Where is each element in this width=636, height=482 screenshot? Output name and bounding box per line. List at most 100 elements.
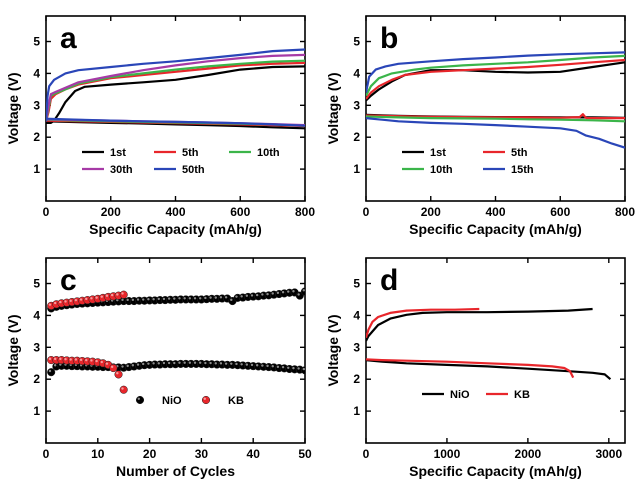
data-point-highlight [131,364,135,367]
data-point-highlight [209,361,212,365]
y-axis-title: Voltage (V) [325,314,341,386]
data-point-highlight [287,366,290,369]
series-line-nio-charge [366,307,593,342]
data-point-highlight [214,296,217,299]
data-point-kb-discharge [119,385,128,394]
data-point-highlight [95,359,98,363]
data-point-marker [119,385,128,394]
data-point-highlight [64,357,67,361]
data-point-marker [109,363,118,373]
data-point-highlight [110,293,114,297]
series-line-50th-discharge [46,117,305,127]
data-point-highlight [188,361,192,364]
data-point-highlight [188,297,192,300]
x-axis-title: Specific Capacity (mAh/g) [89,221,262,237]
x-tick-label: 600 [230,205,250,219]
data-point-highlight [162,361,166,365]
data-point-highlight [121,387,124,390]
legend-marker-highlight [137,397,140,400]
legend-label: KB [514,389,530,401]
data-point-highlight [302,367,305,371]
panel-letter: c [60,264,77,297]
data-point-highlight [250,363,254,367]
plot-frame [365,257,626,444]
x-tick-label: 200 [421,205,441,219]
panel-letter: d [380,264,398,297]
data-point-highlight [255,364,259,367]
data-point-highlight [95,296,98,299]
panel-b: 1 2 3 4 5 0 200 400 600 800 Specific Capacity (mAh… [325,15,635,237]
data-point-highlight [74,358,78,361]
y-tick-label: 4 [33,308,40,322]
data-point-highlight [250,294,254,297]
data-point-highlight [297,293,300,296]
plot-area [366,307,612,381]
x-tick-label: 0 [43,205,50,219]
x-tick-label: 0 [43,447,50,461]
data-point-highlight [199,361,202,364]
y-tick-label: 1 [33,162,40,176]
panel-d: 1 2 3 4 5 0 1000 2000 3000 Specific Capacity (mAh… [325,257,626,479]
data-point-highlight [276,365,280,369]
y-tick-label: 4 [353,66,360,80]
legend-label: 5th [182,147,199,159]
data-point-highlight [183,361,186,364]
x-tick-label: 0 [363,205,370,219]
y-tick-label: 2 [353,130,360,144]
data-point-highlight [48,369,52,373]
y-tick-label: 3 [353,340,360,354]
legend-label: 50th [182,164,205,176]
data-point-highlight [193,297,197,300]
data-point-highlight [230,298,233,302]
data-point-highlight [121,298,124,302]
data-point-highlight [224,296,228,299]
series-line-kb-discharge [366,358,575,379]
data-point-highlight [59,300,62,304]
series-line-1st-charge [46,65,305,124]
data-point-highlight [116,293,119,296]
y-axis-title: Voltage (V) [5,314,21,386]
data-point-highlight [90,297,93,300]
data-point-kb-charge [119,290,128,299]
data-point-highlight [48,303,52,306]
data-point-highlight [193,361,197,364]
series-line-kb-charge [366,307,480,339]
plot-frame [45,257,306,444]
data-point-highlight [245,294,249,297]
panel-letter: b [380,22,398,55]
data-point-highlight [173,361,176,365]
y-tick-label: 4 [33,66,40,80]
x-tick-label: 600 [550,205,570,219]
data-point-highlight [121,365,124,368]
panel-letter: a [60,22,77,55]
data-point-highlight [142,298,145,301]
series-line-10th-charge [366,54,625,97]
data-point-highlight [147,362,150,365]
data-point-highlight [105,362,109,365]
data-point-highlight [261,293,264,296]
data-point-kb-discharge [114,370,123,379]
series-line-5th-charge [46,61,305,122]
data-point-highlight [59,357,62,361]
data-point-highlight [116,372,119,375]
data-point-marker [119,290,128,299]
data-point-highlight [64,300,67,303]
y-axis-title: Voltage (V) [5,72,21,144]
series-line-10th-discharge [366,115,625,123]
y-tick-label: 5 [353,35,360,49]
data-point-nio-charge [300,287,305,296]
data-point-highlight [48,357,52,361]
data-point-highlight [266,364,269,368]
data-point-highlight [297,367,300,370]
legend-label: 5th [511,147,528,159]
y-tick-label: 1 [353,404,360,418]
legend-label: NiO [450,389,470,401]
data-point-highlight [126,298,129,302]
data-point-highlight [100,360,103,364]
data-point-highlight [183,297,186,300]
data-point-kb-discharge [109,363,118,373]
x-tick-label: 10 [91,447,105,461]
data-point-highlight [271,292,274,295]
y-tick-label: 5 [33,277,40,291]
data-point-highlight [53,301,57,305]
